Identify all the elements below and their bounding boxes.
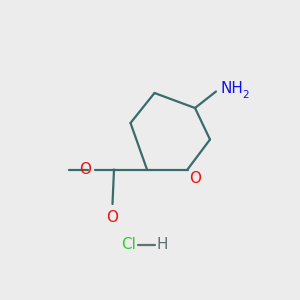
Text: O: O: [106, 210, 119, 225]
Text: NH: NH: [220, 81, 243, 96]
Text: H: H: [156, 237, 167, 252]
Text: O: O: [189, 171, 201, 186]
Text: O: O: [80, 162, 92, 177]
Text: 2: 2: [242, 90, 249, 100]
Text: Cl: Cl: [122, 237, 136, 252]
